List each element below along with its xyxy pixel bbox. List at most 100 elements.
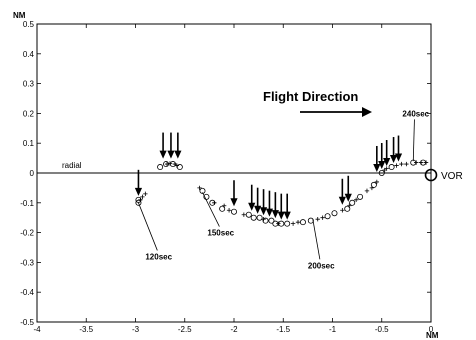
x-tick-label: -2 bbox=[230, 325, 238, 334]
vor-marker bbox=[424, 168, 438, 182]
data-point-plus bbox=[418, 160, 424, 165]
time-arrow bbox=[254, 187, 262, 214]
vor-label: VOR bbox=[441, 171, 463, 182]
time-arrow-head bbox=[174, 150, 182, 159]
time-arrow bbox=[259, 189, 268, 216]
time-arrow-head bbox=[248, 202, 256, 211]
time-arrow-head bbox=[378, 161, 386, 169]
y-tick-label: -0.2 bbox=[20, 229, 34, 238]
time-arrow-head bbox=[265, 208, 274, 217]
data-point-plus bbox=[226, 208, 232, 213]
data-point-plus bbox=[164, 161, 170, 167]
x-tick-label: -1.5 bbox=[276, 325, 290, 334]
time-arrow bbox=[167, 132, 175, 159]
y-tick-label: -0.4 bbox=[20, 288, 34, 297]
data-point-plus bbox=[369, 185, 375, 191]
data-point-plus bbox=[261, 216, 266, 222]
time-arrow bbox=[373, 145, 381, 172]
data-point-plus bbox=[197, 185, 202, 191]
data-point-plus bbox=[364, 188, 370, 194]
flight-direction-arrowhead bbox=[362, 107, 372, 117]
time-arrows bbox=[134, 132, 403, 220]
axis-ticks: -4 -3.5 -3 -2.5 -2 -1.5 -1 -0.5 0 0.5 0.4 0.3 0.2 0.1… bbox=[20, 20, 434, 334]
data-point-plus bbox=[212, 200, 217, 205]
data-point-plus bbox=[320, 215, 325, 220]
time-arrow-head bbox=[338, 196, 346, 205]
time-arrow-head bbox=[394, 153, 403, 162]
time-arrow bbox=[338, 178, 346, 205]
data-point-plus bbox=[295, 219, 301, 225]
data-point-circle bbox=[245, 211, 252, 218]
annotation-label: 200sec bbox=[308, 261, 335, 270]
annotation-label: 240sec bbox=[402, 109, 429, 118]
data-point-plus bbox=[174, 163, 180, 168]
time-arrow-head bbox=[383, 158, 391, 167]
data-point-plus bbox=[399, 161, 404, 167]
data-point-plus bbox=[138, 197, 143, 203]
time-arrow bbox=[248, 184, 256, 211]
time-arrow-head bbox=[230, 198, 238, 207]
y-tick-label: 0.3 bbox=[23, 80, 35, 89]
annotation-leader bbox=[202, 192, 220, 227]
time-arrow-head bbox=[259, 207, 268, 216]
y-tick-label: -0.5 bbox=[20, 318, 34, 327]
data-point-circle bbox=[284, 220, 291, 227]
annotations: 120sec 150sec 200sec 240sec bbox=[138, 109, 430, 270]
data-point-circle bbox=[324, 213, 331, 220]
data-point-circle bbox=[157, 164, 164, 171]
data-point-circle bbox=[378, 169, 385, 176]
radial-label: radial bbox=[62, 161, 82, 170]
time-arrow-head bbox=[373, 163, 381, 172]
time-arrow-head bbox=[271, 210, 279, 219]
time-arrow bbox=[283, 193, 291, 220]
data-point-plus bbox=[143, 191, 148, 197]
x-tick-label: -0.5 bbox=[375, 325, 389, 334]
time-arrow bbox=[383, 140, 391, 167]
y-tick-label: -0.3 bbox=[20, 258, 34, 267]
time-arrow-head bbox=[283, 211, 291, 220]
data-point-plus bbox=[140, 194, 145, 200]
data-point-circle bbox=[199, 187, 206, 194]
data-point-plus bbox=[384, 166, 389, 171]
time-arrow bbox=[344, 175, 352, 202]
time-arrow-head bbox=[254, 205, 262, 214]
annotation-leader bbox=[138, 202, 158, 251]
data-point-plus bbox=[423, 160, 429, 165]
data-point-plus bbox=[315, 216, 320, 222]
data-point-plus bbox=[374, 179, 380, 185]
time-arrow-head bbox=[344, 193, 352, 202]
data-point-circle bbox=[268, 217, 275, 224]
data-point-circle bbox=[250, 214, 257, 221]
y-tick-label: -0.1 bbox=[20, 199, 34, 208]
time-arrow bbox=[394, 135, 403, 162]
data-point-circle bbox=[230, 208, 237, 215]
x-tick-label: -1 bbox=[329, 325, 337, 334]
y-tick-label: 0.1 bbox=[23, 139, 35, 148]
time-arrow-head bbox=[167, 150, 175, 159]
x-axis-unit: NM bbox=[426, 331, 439, 340]
data-point-plus bbox=[414, 160, 419, 165]
x-tick-label: -2.5 bbox=[178, 325, 192, 334]
data-point-circle bbox=[388, 164, 395, 171]
y-tick-label: 0.2 bbox=[23, 109, 35, 118]
data-point-plus bbox=[167, 161, 173, 166]
data-point-plus bbox=[276, 221, 281, 226]
data-point-circle bbox=[256, 214, 263, 221]
data-point-plus bbox=[290, 221, 296, 226]
x-tick-label: -3.5 bbox=[79, 325, 93, 334]
time-arrow bbox=[271, 192, 279, 219]
data-points bbox=[135, 159, 429, 227]
data-point-circle bbox=[349, 199, 356, 206]
annotation-label: 120sec bbox=[145, 252, 172, 261]
time-arrow bbox=[174, 132, 182, 159]
data-point-plus bbox=[347, 203, 352, 208]
time-arrow-head bbox=[159, 150, 167, 159]
annotation-leader bbox=[412, 119, 415, 162]
y-tick-label: 0.5 bbox=[23, 20, 35, 29]
x-tick-label: -3 bbox=[132, 325, 140, 334]
time-arrow-head bbox=[134, 187, 143, 196]
time-arrow bbox=[159, 132, 167, 159]
annotation-label: 150sec bbox=[207, 229, 234, 238]
time-arrow-head bbox=[277, 211, 285, 220]
